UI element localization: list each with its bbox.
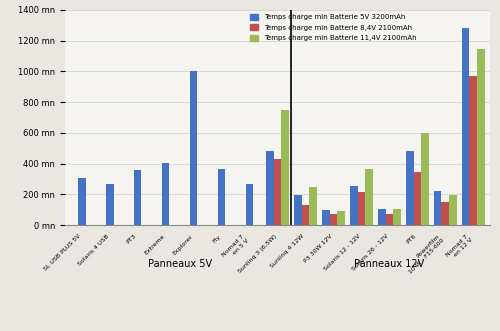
- Bar: [386, 214, 393, 225]
- Bar: [190, 71, 198, 225]
- Bar: [434, 191, 442, 225]
- Bar: [442, 202, 449, 225]
- Bar: [470, 76, 477, 225]
- Text: Panneaux 5V: Panneaux 5V: [148, 259, 212, 269]
- Bar: [365, 169, 372, 225]
- Bar: [337, 211, 344, 225]
- Bar: [78, 178, 86, 225]
- Text: P3 30W 12V: P3 30W 12V: [303, 234, 334, 264]
- Bar: [350, 186, 358, 225]
- Bar: [330, 214, 337, 225]
- Text: SL USB PLUS 5V: SL USB PLUS 5V: [44, 234, 82, 272]
- Text: Powerfilm
10 W - F15-600: Powerfilm 10 W - F15-600: [404, 234, 446, 275]
- Text: Panneaux 12V: Panneaux 12V: [354, 259, 424, 269]
- Bar: [162, 163, 170, 225]
- Bar: [406, 151, 413, 225]
- Bar: [134, 170, 141, 225]
- Bar: [282, 110, 289, 225]
- Text: Solaris 12 - 12V: Solaris 12 - 12V: [323, 234, 362, 272]
- Bar: [449, 195, 456, 225]
- Bar: [274, 159, 281, 225]
- Bar: [462, 28, 469, 225]
- Text: Sunlinq 3 (6,5W): Sunlinq 3 (6,5W): [237, 234, 278, 274]
- Bar: [322, 210, 330, 225]
- Bar: [309, 187, 317, 225]
- Bar: [218, 169, 226, 225]
- Text: Sunlinq 4 12W: Sunlinq 4 12W: [270, 234, 306, 269]
- Bar: [294, 195, 302, 225]
- Text: Solaris 4 USB: Solaris 4 USB: [77, 234, 110, 266]
- Text: Extreme: Extreme: [144, 234, 166, 256]
- Bar: [421, 133, 428, 225]
- Text: Explorer: Explorer: [172, 234, 194, 256]
- Text: PT6: PT6: [406, 234, 417, 245]
- Bar: [477, 49, 484, 225]
- Bar: [302, 205, 309, 225]
- Text: Nomad 7
en 12 V: Nomad 7 en 12 V: [446, 234, 473, 261]
- Bar: [378, 209, 386, 225]
- Text: Solaris 26 - 12V: Solaris 26 - 12V: [351, 234, 390, 272]
- Text: Nomad 7
en 5 V: Nomad 7 en 5 V: [222, 234, 250, 261]
- Text: Fly: Fly: [212, 234, 222, 244]
- Bar: [393, 209, 400, 225]
- Text: PT3: PT3: [126, 234, 138, 245]
- Bar: [414, 172, 421, 225]
- Bar: [358, 192, 365, 225]
- Bar: [266, 151, 274, 225]
- Bar: [106, 184, 114, 225]
- Legend: Temps charge min Batterie 5V 3200mAh, Temps charge min Batterie 8,4V 2100mAh, Te: Temps charge min Batterie 5V 3200mAh, Te…: [247, 11, 419, 44]
- Bar: [246, 184, 254, 225]
